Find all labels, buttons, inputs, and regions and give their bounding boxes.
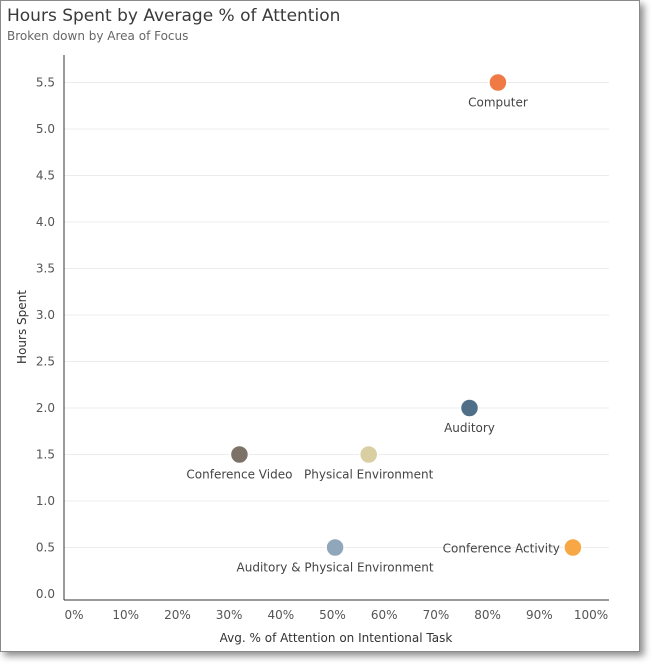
point-label: Auditory & Physical Environment: [237, 561, 434, 575]
data-points: Computer Auditory Conference Video Physical…: [186, 72, 583, 575]
y-tick-label: 3.0: [36, 308, 55, 322]
point-label: Physical Environment: [304, 468, 434, 482]
x-tick-label: 30%: [216, 608, 243, 622]
data-point: [325, 537, 345, 558]
point-label: Computer: [468, 96, 528, 110]
x-tick-label: 70%: [423, 608, 450, 622]
data-point: [563, 537, 583, 558]
point-label: Conference Activity: [443, 542, 560, 556]
x-tick-label: 40%: [267, 608, 294, 622]
x-tick-label: 10%: [112, 608, 139, 622]
y-tick-label: 2.5: [36, 355, 55, 369]
chart-subtitle: Broken down by Area of Focus: [7, 29, 189, 43]
y-tick-label: 3.5: [36, 262, 55, 276]
point-label: Conference Video: [186, 468, 292, 482]
point-label: Auditory: [444, 421, 495, 435]
y-axis-label: Hours Spent: [15, 290, 29, 364]
x-tick-label: 60%: [371, 608, 398, 622]
y-tick-label: 4.5: [36, 169, 55, 183]
scatter-plot: 0.0 0.5 1.0 1.5 2.0 2.5 3.0 3.5 4.0 4.5 5.0 5.5 0% 1…: [15, 55, 609, 645]
y-tick-label: 5.5: [36, 76, 55, 90]
x-tick-labels: 0% 10% 20% 30% 40% 50% 60% 70% 80% 90% 100%: [64, 608, 608, 622]
chart-frame: Hours Spent by Average % of Attention Br…: [0, 0, 640, 652]
data-point: [229, 444, 250, 465]
x-tick-label: 20%: [164, 608, 191, 622]
y-tick-label: 1.5: [36, 448, 55, 462]
x-tick-label: 50%: [319, 608, 346, 622]
axes: [63, 55, 609, 601]
y-tick-labels: 0.0 0.5 1.0 1.5 2.0 2.5 3.0 3.5 4.0 4.5 5.0 5.5: [36, 76, 55, 602]
x-tick-label: 100%: [574, 608, 608, 622]
x-axis-label: Avg. % of Attention on Intentional Task: [220, 631, 453, 645]
y-tick-label: 2.0: [36, 401, 55, 415]
x-tick-label: 80%: [474, 608, 501, 622]
data-point: [459, 398, 480, 418]
data-point: [358, 444, 379, 465]
gridlines: [64, 82, 609, 548]
x-tick-label: 90%: [526, 608, 553, 622]
data-point: [488, 72, 508, 93]
y-tick-label: 5.0: [36, 122, 55, 136]
chart-title: Hours Spent by Average % of Attention: [7, 6, 341, 26]
x-tick-label: 0%: [64, 608, 83, 622]
y-tick-label: 1.0: [36, 494, 55, 508]
y-tick-label: 4.0: [36, 215, 55, 229]
y-tick-label: 0.0: [36, 587, 55, 601]
y-tick-label: 0.5: [36, 541, 55, 555]
